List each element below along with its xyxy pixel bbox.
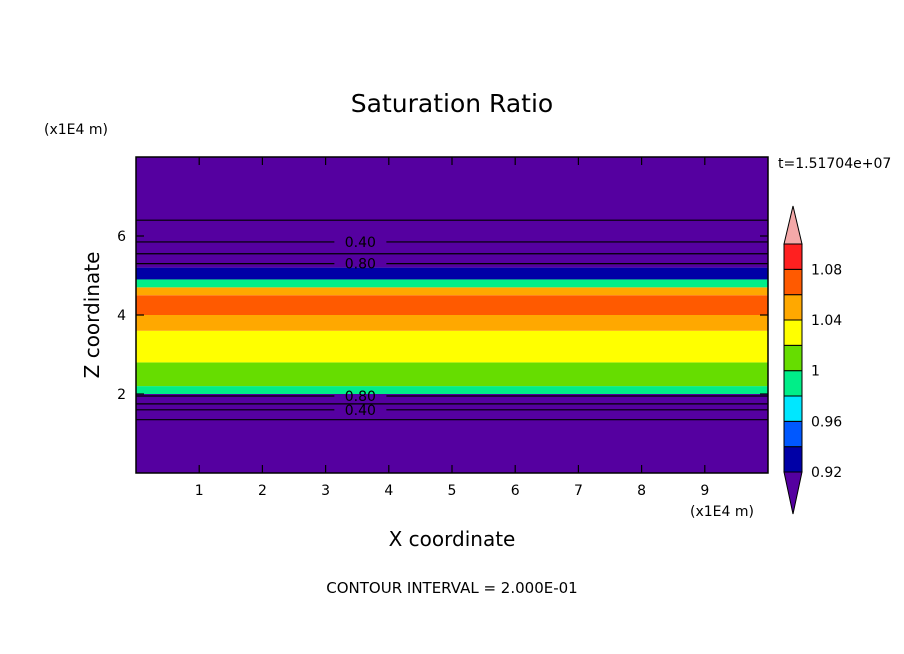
x-tick-label: 7 bbox=[574, 483, 583, 499]
y-tick-label: 6 bbox=[117, 229, 126, 245]
colorbar: 0.92 0.96 1 1.04 1.08 bbox=[783, 205, 842, 515]
x-tick-label: 9 bbox=[700, 483, 709, 499]
contour-label: 0.80 bbox=[345, 257, 376, 273]
colorbar-tick-label: 1 bbox=[811, 364, 820, 380]
y-axis-label: Z coordinate bbox=[80, 252, 104, 379]
contour-label: 0.80 bbox=[345, 389, 376, 405]
colorbar-box bbox=[783, 370, 803, 397]
colorbar-box bbox=[783, 420, 803, 448]
field-band bbox=[136, 287, 768, 296]
y-tick-label: 2 bbox=[117, 387, 126, 403]
colorbar-box bbox=[783, 319, 803, 346]
colorbar-box bbox=[783, 344, 803, 372]
field-band bbox=[136, 267, 768, 280]
colorbar-tick-label: 0.92 bbox=[811, 465, 842, 481]
colorbar-box bbox=[783, 268, 803, 296]
colorbar-tick-label: 1.08 bbox=[811, 262, 842, 278]
x-axis-label: X coordinate bbox=[389, 527, 516, 551]
field-band bbox=[136, 279, 768, 288]
x-tick-label: 3 bbox=[321, 483, 330, 499]
colorbar-box bbox=[783, 294, 803, 321]
contour-label: 0.40 bbox=[345, 403, 376, 419]
field-band bbox=[136, 386, 768, 394]
x-tick-label: 5 bbox=[448, 483, 457, 499]
contour-interval-footer: CONTOUR INTERVAL = 2.000E-01 bbox=[326, 579, 577, 597]
field-band bbox=[136, 362, 768, 387]
colorbar-box bbox=[783, 243, 803, 270]
x-axis: 1 2 3 4 5 6 7 8 9 bbox=[195, 157, 709, 499]
colorbar-box bbox=[783, 395, 803, 422]
x-tick-label: 2 bbox=[258, 483, 267, 499]
x-unit-label: (x1E4 m) bbox=[690, 504, 754, 520]
colorbar-over-triangle bbox=[783, 205, 803, 245]
colorbar-tick-label: 1.04 bbox=[811, 313, 842, 329]
x-tick-label: 8 bbox=[637, 483, 646, 499]
time-label: t=1.51704e+07 bbox=[778, 156, 891, 172]
saturation-field bbox=[136, 157, 768, 473]
field-band bbox=[136, 394, 768, 473]
y-tick-label: 4 bbox=[117, 308, 126, 324]
field-band bbox=[136, 330, 768, 363]
colorbar-tick-label: 0.96 bbox=[811, 414, 842, 430]
x-tick-label: 4 bbox=[384, 483, 393, 499]
field-band bbox=[136, 157, 768, 268]
contour-lines: 0.400.800.800.40 bbox=[136, 219, 768, 421]
contour-label: 0.40 bbox=[345, 235, 376, 251]
chart-title: Saturation Ratio bbox=[351, 89, 553, 118]
colorbar-under-triangle bbox=[783, 471, 803, 515]
x-tick-label: 1 bbox=[195, 483, 204, 499]
colorbar-box bbox=[783, 446, 803, 473]
y-axis: 2 4 6 bbox=[117, 229, 768, 403]
x-tick-label: 6 bbox=[511, 483, 520, 499]
y-unit-label: (x1E4 m) bbox=[44, 122, 108, 138]
field-band bbox=[136, 295, 768, 315]
field-band bbox=[136, 315, 768, 331]
